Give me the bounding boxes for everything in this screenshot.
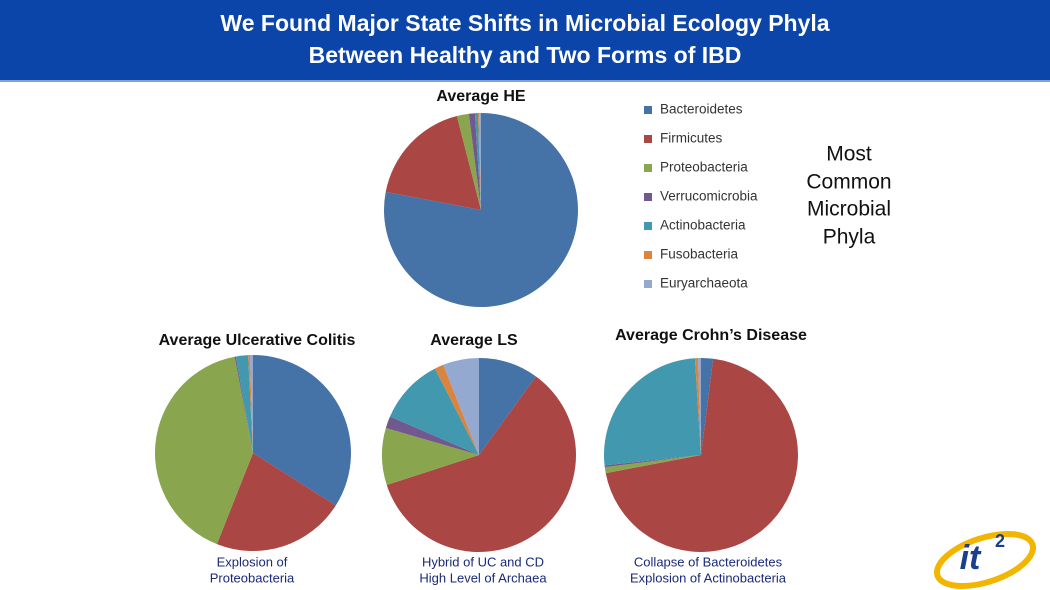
slide-title: Between Healthy and Two Forms of IBD xyxy=(309,42,742,68)
pie-slice xyxy=(697,358,701,455)
legend-swatch xyxy=(644,193,652,201)
pie-slice xyxy=(234,356,253,453)
pie-slice xyxy=(456,113,481,210)
pie-slice xyxy=(389,368,479,455)
pie-slice xyxy=(479,358,537,455)
annotation: High Level of Archaea xyxy=(419,570,547,585)
pie-slice xyxy=(385,416,479,455)
pie-slice xyxy=(605,358,798,552)
pie-slice xyxy=(216,453,336,551)
side-note: Phyla xyxy=(823,226,876,249)
slide-title: We Found Major State Shifts in Microbial… xyxy=(220,10,829,36)
pie-slice xyxy=(253,355,351,506)
side-note: Most xyxy=(826,143,872,166)
logo: it 2 xyxy=(933,530,1037,590)
logo-swoosh xyxy=(933,530,1037,590)
pie-slice xyxy=(694,358,701,455)
pie-slice xyxy=(154,356,253,545)
pie-slice xyxy=(468,113,481,210)
legend-swatch xyxy=(644,164,652,172)
pie-slice xyxy=(443,358,479,455)
pie-slice xyxy=(479,113,481,210)
pie-slice xyxy=(604,455,701,468)
annotation: Explosion of Actinobacteria xyxy=(630,570,787,585)
pie-slice xyxy=(477,113,481,210)
annotation: Proteobacteria xyxy=(210,570,295,585)
pie-title: Average LS xyxy=(430,332,518,349)
legend-swatch xyxy=(644,222,652,230)
legend-label: Proteobacteria xyxy=(660,160,748,175)
pie-slice xyxy=(385,116,481,210)
legend-label: Bacteroidetes xyxy=(660,102,743,117)
annotation: Collapse of Bacteroidetes xyxy=(634,554,783,569)
header-band xyxy=(0,0,1050,80)
pie-slice xyxy=(701,358,714,455)
pie-slice xyxy=(474,113,481,210)
pie-title: Average Ulcerative Colitis xyxy=(159,332,356,349)
pie-slice xyxy=(386,376,576,552)
pie-slice xyxy=(249,355,253,453)
annotation: Hybrid of UC and CD xyxy=(422,554,544,569)
legend-label: Firmicutes xyxy=(660,131,723,146)
pie-title: Average HE xyxy=(436,88,526,105)
legend-label: Verrucomicrobia xyxy=(660,189,758,204)
pie-slice xyxy=(434,364,479,455)
legend-label: Fusobacteria xyxy=(660,247,739,262)
legend-swatch xyxy=(644,280,652,288)
legend-label: Euryarchaeota xyxy=(660,276,748,291)
pie-title: Average Crohn’s Disease xyxy=(615,327,807,344)
pie-slice xyxy=(248,355,253,453)
side-note: Microbial xyxy=(807,198,891,221)
logo-text: it xyxy=(960,539,982,577)
legend-swatch xyxy=(644,251,652,259)
legend-swatch xyxy=(644,106,652,114)
logo-superscript: 2 xyxy=(995,531,1005,551)
pie-slice xyxy=(235,355,253,453)
pie-slice xyxy=(381,427,479,485)
pie-slice xyxy=(604,455,701,474)
annotation: Explosion of xyxy=(217,554,288,569)
legend-swatch xyxy=(644,135,652,143)
legend-label: Actinobacteria xyxy=(660,218,746,233)
pie-slice xyxy=(604,358,701,466)
side-note: Common xyxy=(806,171,891,194)
